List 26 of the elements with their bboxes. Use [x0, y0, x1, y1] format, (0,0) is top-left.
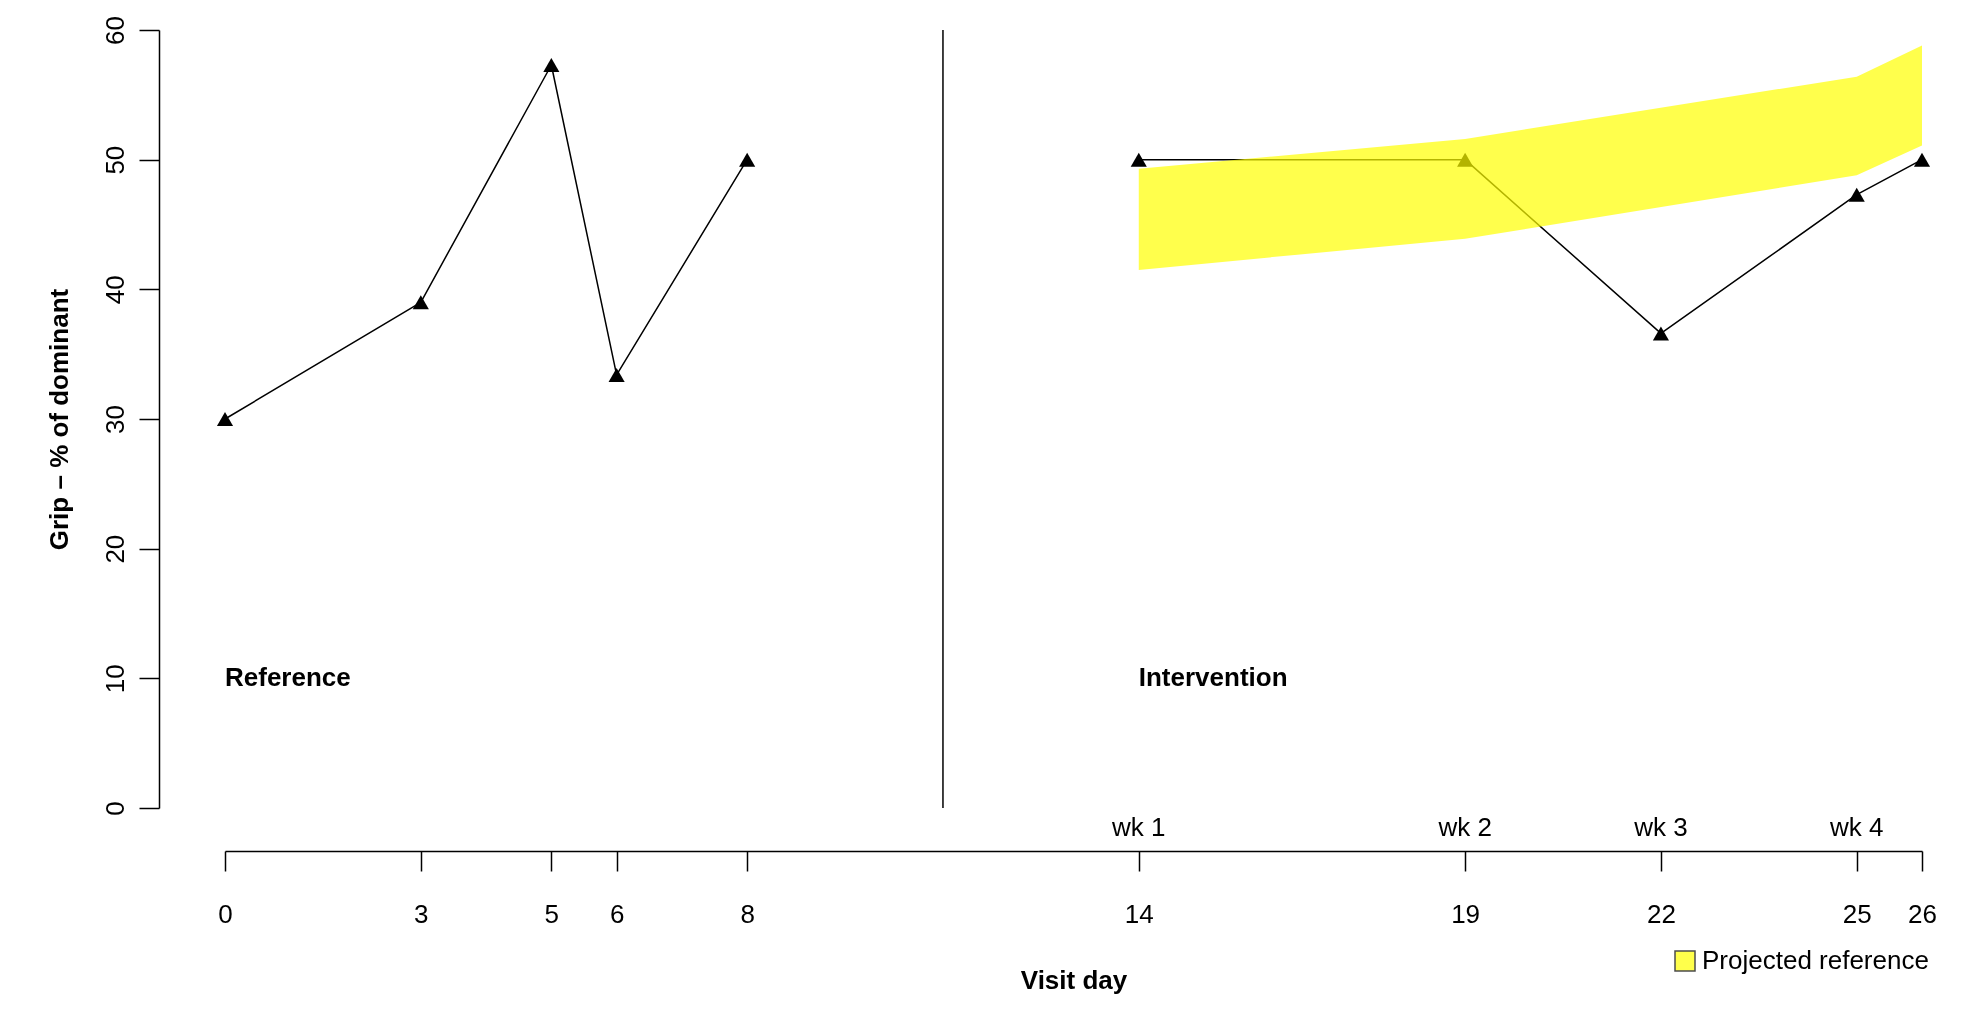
annotation: wk 1	[1111, 812, 1166, 842]
x-tick-label: 22	[1646, 898, 1676, 929]
annotation: wk 3	[1633, 812, 1688, 842]
x-tick-label: 0	[218, 898, 233, 929]
annotation: Reference	[225, 662, 351, 693]
x-tick-label: 26	[1908, 898, 1937, 929]
x-tick-label: 3	[414, 898, 429, 929]
x-axis-title: Visit day	[1020, 964, 1128, 995]
x-tick-label: 14	[1124, 898, 1154, 929]
annotation: wk 4	[1829, 812, 1884, 842]
legend-label: Projected reference	[1702, 945, 1929, 975]
y-tick-label: 40	[99, 275, 130, 305]
y-tick-label: 60	[99, 16, 130, 45]
y-tick-label: 30	[99, 405, 130, 434]
annotation: Intervention	[1138, 662, 1288, 693]
annotation: wk 2	[1437, 812, 1492, 842]
y-tick-label: 20	[99, 534, 130, 564]
x-tick-label: 5	[544, 898, 560, 929]
y-tick-label: 0	[99, 801, 130, 816]
x-tick-label: 25	[1842, 898, 1872, 929]
x-tick-label: 8	[740, 898, 755, 929]
x-tick-label: 6	[609, 898, 625, 929]
y-axis-title: Grip – % of dominant	[43, 288, 74, 551]
y-tick-label: 10	[99, 664, 130, 694]
y-tick-label: 50	[99, 145, 130, 175]
x-tick-label: 19	[1451, 898, 1481, 929]
